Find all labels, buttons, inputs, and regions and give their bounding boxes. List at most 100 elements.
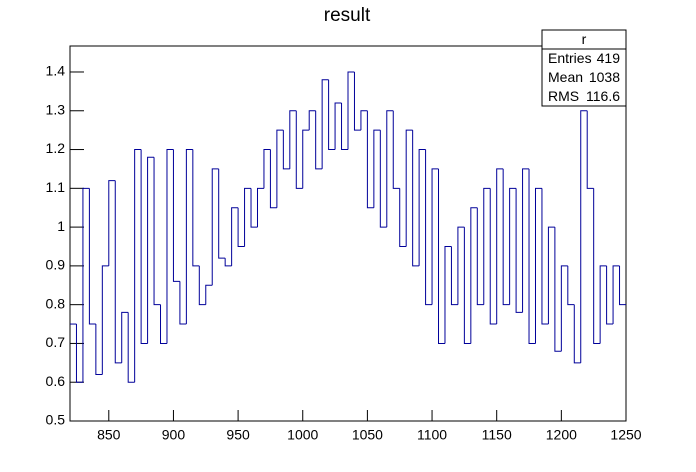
histogram-bin <box>334 102 342 150</box>
stats-title: r <box>582 31 587 47</box>
stats-label: RMS <box>548 88 579 104</box>
histogram-bin <box>379 130 387 228</box>
x-tick-label: 900 <box>162 427 186 443</box>
histogram-bin <box>547 226 555 325</box>
histogram-bin <box>528 168 536 344</box>
histogram-bin <box>192 149 200 267</box>
histogram-bin <box>295 110 303 189</box>
stats-value: 419 <box>597 50 621 66</box>
histogram-bin <box>237 207 245 247</box>
histogram-bin <box>121 311 129 363</box>
histogram-bin <box>341 103 348 151</box>
histogram-bin <box>172 149 180 282</box>
histogram-bin <box>108 180 116 266</box>
y-tick-label: 1.3 <box>46 101 66 117</box>
x-tick-label: 850 <box>97 427 121 443</box>
histogram-bin <box>263 149 271 189</box>
x-tick-label: 1000 <box>287 427 318 443</box>
stats-label: Mean <box>548 69 583 85</box>
histogram-bin <box>392 110 400 189</box>
histogram-bin <box>276 129 284 208</box>
histogram-bin <box>573 304 581 364</box>
y-tick-label: 1.1 <box>46 179 66 195</box>
histogram-bin <box>198 265 206 306</box>
histogram-bin <box>418 149 426 266</box>
histogram-bin <box>463 227 471 344</box>
histogram-bin <box>308 110 316 131</box>
histogram-bin <box>88 188 96 325</box>
histogram-bin <box>431 168 439 305</box>
histogram-bin <box>399 188 407 247</box>
histogram-bin <box>269 149 277 209</box>
chart-title: result <box>324 5 371 26</box>
histogram-bin <box>412 130 420 267</box>
histogram-bin <box>302 129 310 189</box>
histogram-bin <box>470 207 478 344</box>
histogram-bin <box>244 187 252 247</box>
histogram-bin <box>554 227 562 352</box>
histogram-bin <box>205 284 213 305</box>
histogram-bin <box>457 226 465 305</box>
histogram-bin <box>580 110 588 363</box>
histogram-bin <box>289 110 297 169</box>
histogram-bin <box>250 188 258 228</box>
histogram-bin <box>489 188 497 325</box>
histogram-bin <box>599 265 607 344</box>
histogram-bin <box>231 207 239 266</box>
histogram-bin <box>218 168 226 259</box>
histogram-bin <box>606 265 614 325</box>
histogram-bin <box>541 188 549 325</box>
histogram-bin <box>353 71 361 131</box>
histogram-bin <box>347 71 355 150</box>
histogram-bin <box>534 187 542 344</box>
histogram-bin <box>360 110 368 131</box>
y-tick-label: 1 <box>57 218 65 234</box>
histogram-bin <box>405 129 413 247</box>
histogram-bin <box>328 79 336 151</box>
histogram-bin <box>153 157 161 306</box>
histogram-bin <box>444 245 452 344</box>
histogram-bin <box>366 110 374 209</box>
histogram-bin <box>140 149 148 344</box>
histogram-bin <box>95 324 103 375</box>
x-tick-label: 1150 <box>482 427 512 443</box>
stats-label: Entries <box>548 50 592 66</box>
histogram-bin <box>211 168 219 286</box>
histogram-bin <box>315 110 323 170</box>
y-tick-label: 1.2 <box>46 140 66 156</box>
histogram-bin <box>179 281 187 325</box>
stats-value: 116.6 <box>586 88 620 104</box>
histogram-bin <box>612 265 620 325</box>
y-tick-label: 0.7 <box>46 334 66 350</box>
histogram-bin <box>438 168 445 344</box>
histogram-bin <box>476 207 484 306</box>
histogram-bin <box>522 168 530 313</box>
y-tick-label: 0.5 <box>46 412 66 428</box>
histogram-bin <box>586 110 594 189</box>
histogram-bin <box>593 188 601 344</box>
histogram-bin <box>386 110 394 228</box>
histogram-bin <box>483 187 491 305</box>
histogram-bin <box>114 180 122 364</box>
histogram-bin <box>127 312 135 383</box>
histogram-bin <box>134 149 142 383</box>
histogram-bin <box>147 156 155 344</box>
histogram-bin <box>166 149 174 344</box>
histogram-bin <box>75 324 83 383</box>
x-tick-label: 950 <box>226 427 250 443</box>
histogram-bin <box>496 168 504 325</box>
histogram-bin <box>321 79 329 169</box>
histogram-bin <box>282 130 290 170</box>
stats-value: 1038 <box>589 69 620 85</box>
histogram-bin <box>515 188 523 313</box>
histogram-bin <box>224 258 232 267</box>
histogram-bin <box>619 265 626 306</box>
stats-box <box>541 29 627 107</box>
histogram-bin <box>101 265 109 375</box>
y-tick-label: 0.8 <box>46 295 66 311</box>
histogram-bin <box>509 187 517 305</box>
x-tick-label: 1050 <box>352 427 383 443</box>
histogram-bin <box>185 149 193 325</box>
